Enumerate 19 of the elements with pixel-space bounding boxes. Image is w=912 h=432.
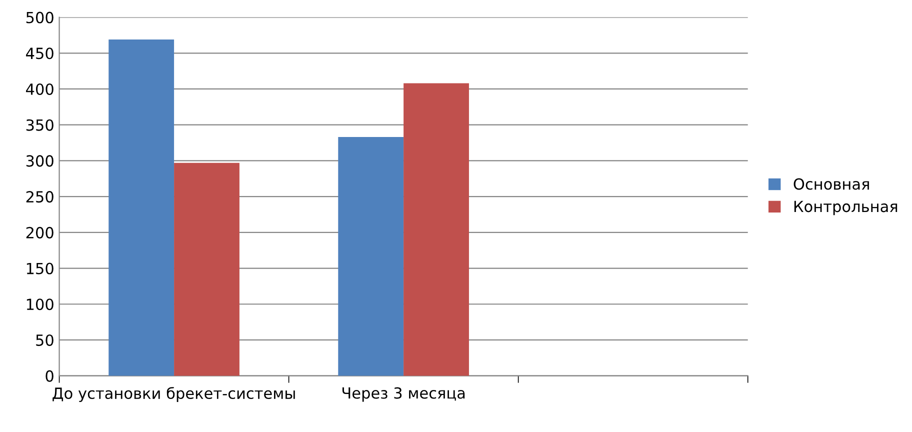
legend-label: Контрольная (794, 200, 898, 216)
x-tick-label: До установки брекет-системы (52, 386, 295, 402)
bar (404, 83, 469, 376)
bar (174, 162, 240, 376)
y-tick-label: 350 (26, 119, 54, 131)
y-tick-label: 0 (46, 370, 54, 382)
y-tick-label: 400 (26, 83, 54, 96)
legend-label: Основная (794, 178, 869, 190)
x-tick-label: Через 3 месяца (342, 387, 465, 402)
bar (338, 137, 404, 376)
y-tick-label: 150 (26, 262, 54, 274)
y-tick-label: 200 (26, 226, 54, 238)
y-tick-label: 450 (26, 48, 54, 60)
y-tick-label: 250 (26, 191, 54, 203)
y-tick-label: 500 (26, 12, 54, 24)
y-tick-label: 50 (36, 334, 54, 346)
y-tick-label: 100 (26, 298, 54, 310)
y-tick-label: 300 (26, 155, 54, 167)
bar (108, 40, 174, 376)
